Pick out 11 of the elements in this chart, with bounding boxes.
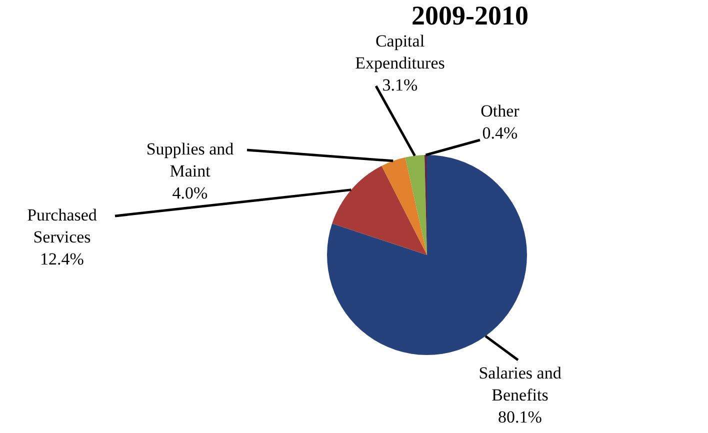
- data-label: 4.0%: [172, 183, 208, 202]
- chart-title: 2009-2010: [412, 0, 528, 30]
- slice-label: Other: [480, 101, 520, 120]
- data-label: 0.4%: [482, 123, 518, 142]
- slice-label: Capital Expenditures: [355, 31, 445, 72]
- slice-label: Salaries and Benefits: [478, 363, 562, 404]
- data-label: 80.1%: [498, 407, 542, 426]
- data-label: 12.4%: [40, 249, 84, 268]
- slice-label: Supplies and Maint: [146, 139, 234, 180]
- data-label: 3.1%: [382, 75, 418, 94]
- slice-label: Purchased Services: [27, 205, 98, 246]
